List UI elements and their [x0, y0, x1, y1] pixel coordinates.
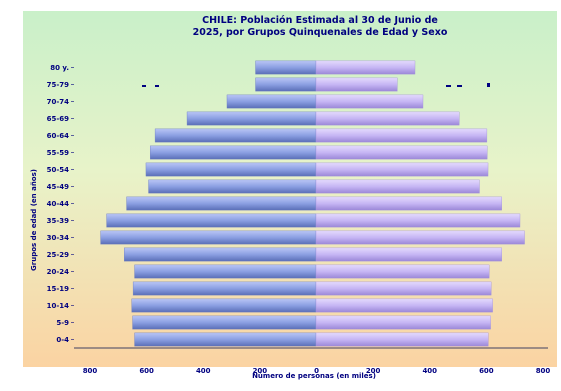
bar-left-25-29	[124, 247, 317, 262]
bar-left-10-14	[131, 298, 317, 313]
bar-right-65-69	[315, 111, 460, 126]
bar-left-30-34	[100, 230, 317, 245]
y-tick-label: 55-59	[47, 149, 70, 157]
bar-left-45-49	[148, 179, 317, 194]
y-tick-label: 5-9	[56, 319, 69, 327]
y-tick-label: 50-54	[47, 166, 70, 174]
bar-right-30-34	[315, 230, 525, 245]
y-tick-label: 70-74	[47, 98, 70, 106]
bar-left-40-44	[126, 196, 317, 211]
bar-right-25-29	[315, 247, 502, 262]
decor-dash-right-3	[487, 83, 490, 87]
bar-right-15-19	[315, 281, 492, 296]
bar-left-0-4	[134, 332, 317, 347]
y-tick-label: 30-34	[47, 234, 70, 242]
bar-left-55-59	[150, 145, 317, 160]
x-tick-label: 400	[196, 367, 211, 375]
y-tick-label: 35-39	[47, 217, 70, 225]
y-tick-label: 45-49	[47, 183, 70, 191]
x-tick-label: 600	[479, 367, 494, 375]
chart-title: CHILE: Población Estimada al 30 de Junio…	[160, 15, 480, 39]
bar-left-80 y.	[255, 60, 317, 75]
bar-right-10-14	[315, 298, 493, 313]
bar-right-70-74	[315, 94, 424, 109]
bar-left-20-24	[134, 264, 317, 279]
y-tick-label: 10-14	[47, 302, 70, 310]
x-axis-label: Número de personas (en miles)	[252, 372, 376, 380]
bar-left-65-69	[186, 111, 317, 126]
y-tick-label: 20-24	[47, 268, 70, 276]
y-tick-label: 80 y.	[50, 64, 69, 72]
x-tick-label: 600	[139, 367, 154, 375]
x-tick-label: 800	[83, 367, 98, 375]
bar-left-15-19	[132, 281, 317, 296]
bar-left-60-64	[154, 128, 317, 143]
y-axis-label: Grupos de edad (en años)	[30, 169, 38, 271]
bar-right-80 y.	[315, 60, 416, 75]
x-tick-label: 0	[314, 367, 319, 375]
bar-right-45-49	[315, 179, 480, 194]
y-tick-label: 75-79	[47, 81, 70, 89]
decor-dash-left-1	[142, 85, 146, 87]
y-tick-label: 15-19	[47, 285, 70, 293]
bar-left-70-74	[226, 94, 317, 109]
chart-title-line-2: 2025, por Grupos Quinquenales de Edad y …	[192, 27, 448, 38]
y-tick-label: 40-44	[47, 200, 70, 208]
bar-right-20-24	[315, 264, 490, 279]
chart-title-line-1: CHILE: Población Estimada al 30 de Junio…	[202, 15, 438, 26]
bar-right-0-4	[315, 332, 489, 347]
decor-dash-right-1	[446, 85, 451, 87]
y-tick-label: 0-4	[56, 336, 69, 344]
y-tick-label: 60-64	[47, 132, 70, 140]
bar-right-55-59	[315, 145, 488, 160]
bar-right-5-9	[315, 315, 491, 330]
x-tick-label: 200	[366, 367, 381, 375]
x-tick-label: 400	[422, 367, 437, 375]
bar-right-50-54	[315, 162, 489, 177]
bar-left-75-79	[255, 77, 317, 92]
x-tick-label: 200	[253, 367, 268, 375]
decor-dash-right-2	[457, 85, 462, 87]
x-tick-label: 800	[536, 367, 551, 375]
decor-dash-left-2	[155, 85, 159, 87]
bar-right-60-64	[315, 128, 488, 143]
bar-right-35-39	[315, 213, 521, 228]
bar-left-50-54	[145, 162, 317, 177]
y-tick-label: 25-29	[47, 251, 70, 259]
bar-right-40-44	[315, 196, 502, 211]
y-tick-label: 65-69	[47, 115, 70, 123]
bar-right-75-79	[315, 77, 398, 92]
bar-left-35-39	[106, 213, 317, 228]
bar-left-5-9	[132, 315, 317, 330]
